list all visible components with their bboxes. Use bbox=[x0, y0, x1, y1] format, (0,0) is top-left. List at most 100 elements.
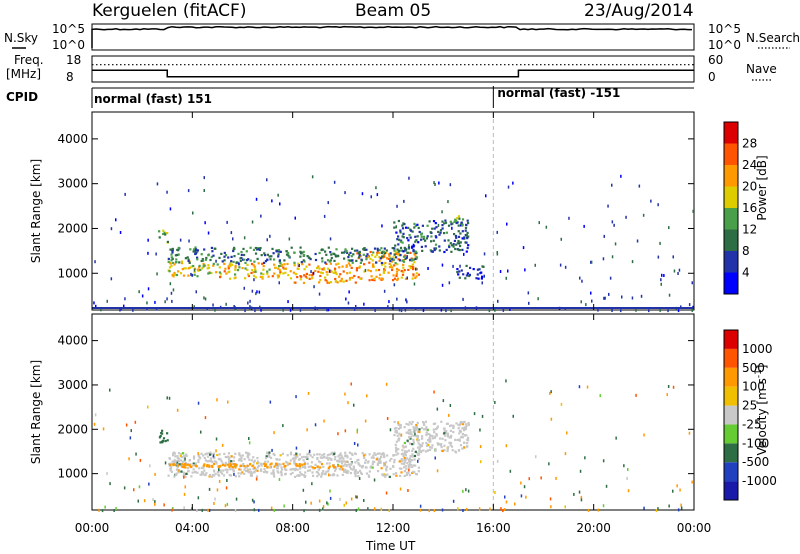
cpid-label: CPID bbox=[6, 90, 38, 104]
power-cell bbox=[175, 261, 178, 264]
nave-label: Nave bbox=[746, 62, 777, 76]
power-cell bbox=[196, 258, 199, 261]
power-noise-cell bbox=[191, 273, 194, 277]
power-cell bbox=[175, 273, 179, 277]
velocity-cell bbox=[465, 434, 468, 437]
velocity-cell bbox=[196, 471, 199, 474]
velocity-cell bbox=[241, 454, 244, 457]
velocity-cell bbox=[275, 458, 278, 461]
colorbar-tick-label: 1000 bbox=[742, 342, 773, 356]
power-cell bbox=[277, 267, 280, 270]
power-cell bbox=[392, 256, 395, 259]
power-cell bbox=[429, 231, 432, 234]
power-cell bbox=[233, 277, 236, 280]
velocity-cell bbox=[464, 427, 467, 431]
power-cell bbox=[389, 252, 392, 255]
velocity-cell bbox=[277, 471, 280, 474]
velocity-noise-cell bbox=[555, 476, 557, 480]
power-cell bbox=[378, 248, 381, 252]
velocity-noise-cell bbox=[496, 459, 499, 463]
velocity-cell bbox=[281, 452, 284, 455]
power-cell bbox=[373, 277, 376, 280]
velocity-cell bbox=[405, 450, 409, 453]
power-noise-cell bbox=[538, 221, 540, 225]
power-cell bbox=[327, 267, 330, 270]
velocity-cell bbox=[270, 472, 273, 475]
velocity-cell bbox=[180, 456, 183, 459]
power-cell bbox=[401, 259, 404, 262]
velocity-cell bbox=[418, 428, 421, 431]
velocity-cell bbox=[432, 422, 435, 426]
velocity-noise-cell bbox=[586, 385, 589, 389]
velocity-cell bbox=[260, 468, 263, 471]
power-cell bbox=[416, 223, 419, 226]
power-cell bbox=[287, 274, 290, 277]
velocity-noise-cell bbox=[207, 508, 209, 512]
power-cell bbox=[252, 274, 256, 277]
velocity-noise-cell bbox=[353, 442, 356, 445]
velocity-cell bbox=[231, 462, 234, 465]
velocity-cell bbox=[413, 454, 417, 458]
velocity-cell bbox=[452, 426, 455, 430]
power-cell bbox=[360, 259, 363, 262]
power-noise-cell bbox=[678, 268, 681, 272]
velocity-cell bbox=[248, 453, 251, 456]
power-cell bbox=[395, 270, 399, 273]
velocity-cell bbox=[354, 469, 357, 472]
velocity-noise-cell bbox=[129, 436, 132, 440]
velocity-cell bbox=[313, 453, 316, 456]
velocity-cell bbox=[247, 454, 250, 457]
velocity-noise-cell bbox=[502, 509, 504, 513]
power-noise-cell bbox=[509, 307, 511, 311]
power-noise-cell bbox=[170, 291, 173, 295]
velocity-cell bbox=[349, 467, 352, 470]
velocity-cell bbox=[226, 468, 229, 471]
power-noise-cell bbox=[195, 251, 197, 255]
velocity-cell bbox=[403, 426, 406, 429]
power-cell bbox=[340, 251, 344, 254]
velocity-cell bbox=[204, 459, 207, 462]
velocity-cell bbox=[265, 471, 268, 474]
velocity-noise-cell bbox=[154, 472, 156, 476]
velocity-cell bbox=[412, 470, 415, 473]
power-cell bbox=[378, 259, 381, 262]
power-cell bbox=[372, 251, 375, 254]
velocity-cell bbox=[420, 426, 424, 430]
velocity-noise-cell bbox=[235, 497, 238, 501]
power-cell bbox=[417, 241, 420, 244]
colorbar-swatch bbox=[724, 462, 738, 482]
power-cell bbox=[329, 262, 332, 265]
power-cell bbox=[467, 222, 470, 225]
colorbar-tick-label: -500 bbox=[742, 455, 769, 469]
power-cell bbox=[402, 236, 405, 239]
power-cell bbox=[299, 246, 302, 249]
power-noise-cell bbox=[169, 207, 172, 211]
nsky-series-line bbox=[91, 25, 692, 48]
velocity-cell bbox=[412, 438, 415, 441]
power-cell bbox=[271, 275, 274, 278]
velocity-noise-cell bbox=[101, 509, 104, 513]
velocity-cell bbox=[240, 472, 243, 475]
power-cell bbox=[202, 262, 205, 266]
velocity-cell bbox=[450, 445, 454, 448]
velocity-noise-cell bbox=[417, 459, 419, 463]
velocity-noise-cell bbox=[436, 469, 439, 473]
velocity-cell bbox=[395, 450, 398, 453]
power-cell bbox=[410, 257, 413, 260]
power-cell bbox=[422, 235, 426, 238]
velocity-noise-cell bbox=[548, 462, 550, 466]
velocity-noise-cell bbox=[109, 482, 111, 486]
power-cell bbox=[239, 259, 242, 263]
velocity-cell bbox=[408, 436, 411, 439]
velocity-cell bbox=[350, 452, 353, 455]
power-cell bbox=[277, 249, 280, 252]
power-cell bbox=[389, 257, 392, 260]
power-cell bbox=[393, 264, 396, 267]
velocity-cell bbox=[310, 461, 313, 464]
power-cell bbox=[411, 277, 414, 280]
power-cell bbox=[296, 276, 299, 279]
power-cell bbox=[482, 265, 485, 268]
velocity-cell bbox=[211, 465, 214, 469]
power-cell bbox=[457, 215, 460, 218]
